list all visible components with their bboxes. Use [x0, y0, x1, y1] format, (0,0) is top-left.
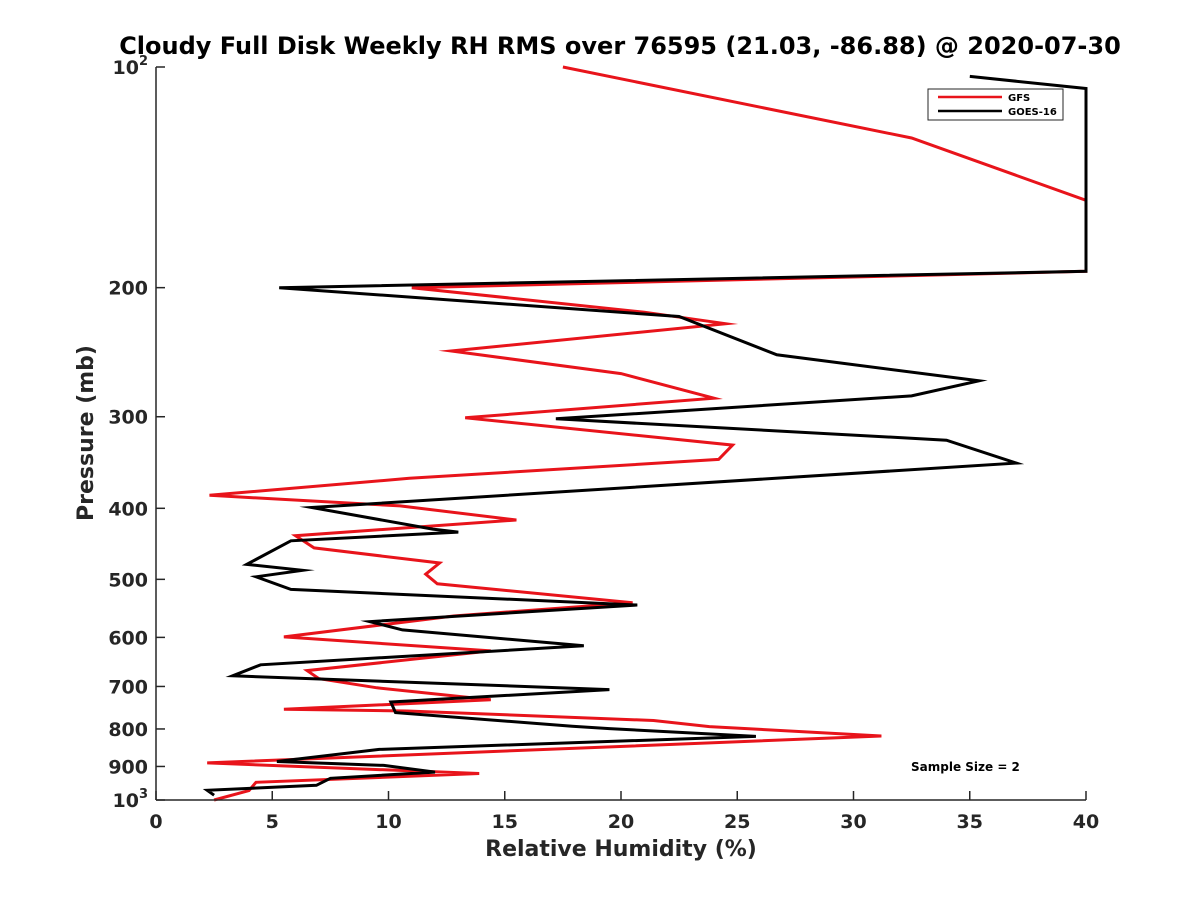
- sample-size-annotation: Sample Size = 2: [911, 760, 1020, 774]
- x-tick-label: 10: [375, 811, 401, 833]
- chart-title: Cloudy Full Disk Weekly RH RMS over 7659…: [119, 32, 1121, 60]
- x-tick-label: 0: [149, 811, 162, 833]
- series-layer: [202, 65, 1088, 802]
- y-tick-label: 900: [108, 756, 148, 778]
- y-tick-label: 102: [113, 54, 149, 79]
- series-line-gfs: [207, 65, 1088, 802]
- x-tick-label: 15: [492, 811, 518, 833]
- legend-box: [927, 88, 1064, 121]
- x-tick-label: 40: [1073, 811, 1099, 833]
- x-axis-label: Relative Humidity (%): [485, 837, 757, 862]
- y-tick-label: 200: [108, 278, 148, 300]
- legend-label-gfs: GFS: [1008, 93, 1030, 104]
- legend-label-goes16: GOES-16: [1008, 107, 1057, 118]
- x-tick-label: 5: [266, 811, 279, 833]
- x-tick-label: 20: [608, 811, 634, 833]
- x-ticks: 0 5 10 15 20 25 30 35 40: [149, 791, 1099, 833]
- y-ticks: 102 200 300 400 500 600 700 800 900 103: [108, 54, 165, 812]
- y-tick-label: 600: [108, 627, 148, 649]
- series-line-goes16: [202, 74, 1088, 797]
- y-tick-label: 700: [108, 676, 148, 698]
- legend: GFS GOES-16: [927, 88, 1064, 121]
- x-tick-label: 25: [724, 811, 750, 833]
- y-tick-label: 103: [113, 787, 149, 812]
- y-tick-label: 500: [108, 569, 148, 591]
- y-tick-label: 300: [108, 407, 148, 429]
- y-tick-label: 400: [108, 498, 148, 520]
- x-tick-label: 35: [957, 811, 983, 833]
- y-tick-label: 800: [108, 719, 148, 741]
- x-tick-label: 30: [840, 811, 866, 833]
- y-axis-label: Pressure (mb): [74, 345, 99, 521]
